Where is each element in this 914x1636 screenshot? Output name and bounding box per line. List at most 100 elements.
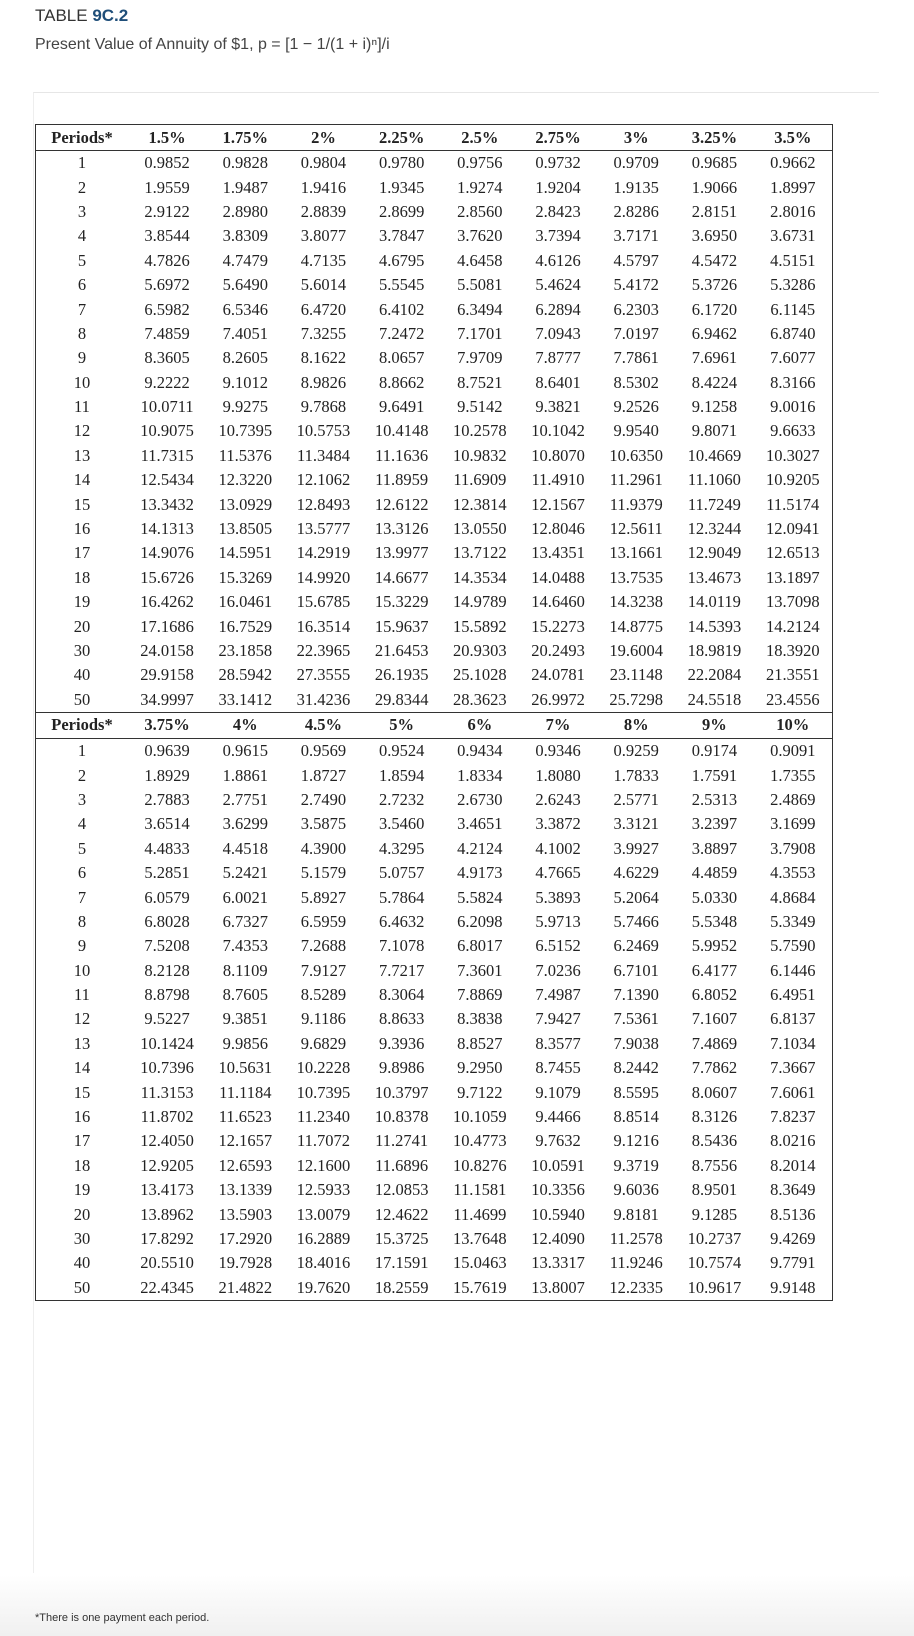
- value-cell: 3.1699: [770, 814, 816, 834]
- period-cell: 30: [73, 641, 91, 660]
- value-cell: 8.5436: [691, 1131, 738, 1151]
- table-row: 16 11.8702 11.6523 11.2340 10.8378 10.1059 9.4…: [36, 1105, 833, 1129]
- value-cell: 15.3229: [374, 592, 429, 612]
- value-cell: 21.3551: [765, 665, 820, 685]
- table-row: 18 12.9205 12.6593 12.1600 11.6896 10.8276 10.…: [36, 1154, 833, 1178]
- rate-header: 6%: [440, 711, 519, 739]
- rate-header: 2%: [284, 124, 363, 151]
- value-cell: 8.2442: [613, 1058, 659, 1078]
- value-cell: 12.3244: [687, 519, 742, 539]
- value-cell: 9.7791: [770, 1253, 816, 1273]
- period-cell: 10: [73, 372, 91, 392]
- value-cell: 11.2340: [296, 1107, 350, 1127]
- value-cell: 9.6491: [378, 397, 425, 417]
- value-cell: 12.6122: [374, 494, 429, 514]
- value-cell: 13.4173: [140, 1180, 194, 1200]
- value-cell: 11.2578: [609, 1228, 663, 1248]
- value-cell: 12.6513: [765, 543, 820, 563]
- value-cell: 6.3494: [457, 299, 503, 319]
- annuity-table: Periods* 1.5% 1.75% 2% 2.25% 2.5% 2.75% 3% 3.25%…: [35, 124, 833, 1301]
- period-cell: 1: [77, 741, 87, 761]
- rate-header: 4.5%: [284, 711, 363, 739]
- value-cell: 1.9204: [535, 177, 581, 197]
- value-cell: 8.3166: [770, 372, 816, 392]
- rate-header: 3.25%: [675, 124, 754, 151]
- value-cell: 6.4177: [691, 960, 738, 980]
- table-row: 10 9.2222 9.1012 8.9826 8.8662 8.7521 8.6401 8.…: [36, 371, 833, 395]
- value-cell: 13.7122: [453, 543, 507, 563]
- value-cell: 6.8017: [457, 936, 503, 956]
- value-cell: 9.5142: [457, 397, 503, 417]
- value-cell: 2.4869: [770, 789, 816, 809]
- value-cell: 14.8775: [609, 616, 664, 636]
- table-row: 30 24.0158 23.1858 22.3965 21.6453 20.9303 20.…: [36, 639, 833, 663]
- value-cell: 9.5227: [144, 1009, 190, 1029]
- table-row: 11 10.0711 9.9275 9.7868 9.6491 9.5142 9.3821 9…: [36, 395, 833, 419]
- value-cell: 9.7868: [300, 397, 347, 417]
- value-cell: 2.8151: [691, 201, 738, 221]
- value-cell: 7.4987: [535, 985, 581, 1005]
- value-cell: 8.9826: [300, 372, 347, 392]
- value-cell: 7.3255: [300, 323, 347, 343]
- period-cell: 15: [73, 1082, 91, 1102]
- value-cell: 15.0463: [453, 1253, 507, 1273]
- value-cell: 22.4345: [140, 1277, 194, 1297]
- value-cell: 10.1059: [453, 1107, 507, 1127]
- period-cell: 20: [73, 616, 91, 636]
- value-cell: 10.8276: [453, 1155, 507, 1175]
- value-cell: 4.4518: [222, 838, 268, 858]
- value-cell: 6.5959: [300, 911, 347, 931]
- period-cell: 40: [73, 1253, 91, 1273]
- value-cell: 3.2397: [691, 814, 738, 834]
- value-cell: 12.0941: [765, 519, 820, 539]
- table-row: 12 9.5227 9.3851 9.1186 8.8633 8.3838 7.9427 7.…: [36, 1007, 833, 1031]
- value-cell: 2.7751: [222, 789, 268, 809]
- value-cell: 8.7605: [222, 985, 268, 1005]
- table-title: TABLE 9C.2: [35, 6, 128, 26]
- value-cell: 24.0158: [140, 641, 194, 660]
- table-row: 2 1.8929 1.8861 1.8727 1.8594 1.8334 1.8080 1.7…: [36, 763, 833, 787]
- value-cell: 5.9713: [535, 911, 581, 931]
- value-cell: 6.1720: [691, 299, 738, 319]
- value-cell: 0.9828: [222, 153, 268, 173]
- value-cell: 6.4720: [300, 299, 347, 319]
- rate-header: 3%: [597, 124, 676, 151]
- value-cell: 12.6593: [218, 1155, 273, 1175]
- value-cell: 13.1897: [765, 567, 820, 587]
- period-cell: 7: [77, 887, 87, 907]
- footnote: *There is one payment each period.: [35, 1612, 210, 1624]
- value-cell: 4.7135: [300, 250, 347, 270]
- value-cell: 7.7862: [691, 1058, 738, 1078]
- value-cell: 3.9927: [613, 838, 659, 858]
- value-cell: 8.8633: [378, 1009, 425, 1029]
- value-cell: 12.3220: [218, 470, 273, 490]
- value-cell: 6.2469: [613, 936, 659, 956]
- value-cell: 7.4051: [222, 323, 268, 343]
- value-cell: 1.7355: [770, 765, 816, 785]
- rate-header: 1.5%: [128, 124, 207, 151]
- period-cell: 4: [77, 226, 87, 246]
- value-cell: 23.1148: [609, 665, 663, 685]
- value-cell: 5.7466: [613, 911, 659, 931]
- period-cell: 11: [74, 397, 90, 417]
- value-cell: 8.2128: [144, 960, 190, 980]
- value-cell: 2.8560: [457, 201, 503, 221]
- value-cell: 5.4172: [613, 275, 659, 295]
- table-row: 30 17.8292 17.2920 16.2889 15.3725 13.7648 12.…: [36, 1227, 833, 1251]
- value-cell: 13.8962: [140, 1204, 194, 1224]
- value-cell: 10.6350: [609, 445, 664, 465]
- value-cell: 2.8286: [613, 201, 659, 221]
- value-cell: 7.4859: [144, 323, 190, 343]
- value-cell: 7.1607: [691, 1009, 738, 1029]
- value-cell: 1.9066: [691, 177, 738, 197]
- table-row: 9 8.3605 8.2605 8.1622 8.0657 7.9709 7.8777 7.7…: [36, 346, 833, 370]
- value-cell: 1.8861: [222, 765, 268, 785]
- table-row: 17 12.4050 12.1657 11.7072 11.2741 10.4773 9.7…: [36, 1129, 833, 1153]
- value-cell: 3.4651: [457, 814, 503, 834]
- value-cell: 2.5771: [613, 789, 659, 809]
- footer-shade: [0, 1575, 914, 1636]
- value-cell: 14.9076: [140, 543, 194, 563]
- value-cell: 5.5081: [457, 275, 503, 295]
- value-cell: 6.2303: [613, 299, 659, 319]
- value-cell: 9.1216: [613, 1131, 659, 1151]
